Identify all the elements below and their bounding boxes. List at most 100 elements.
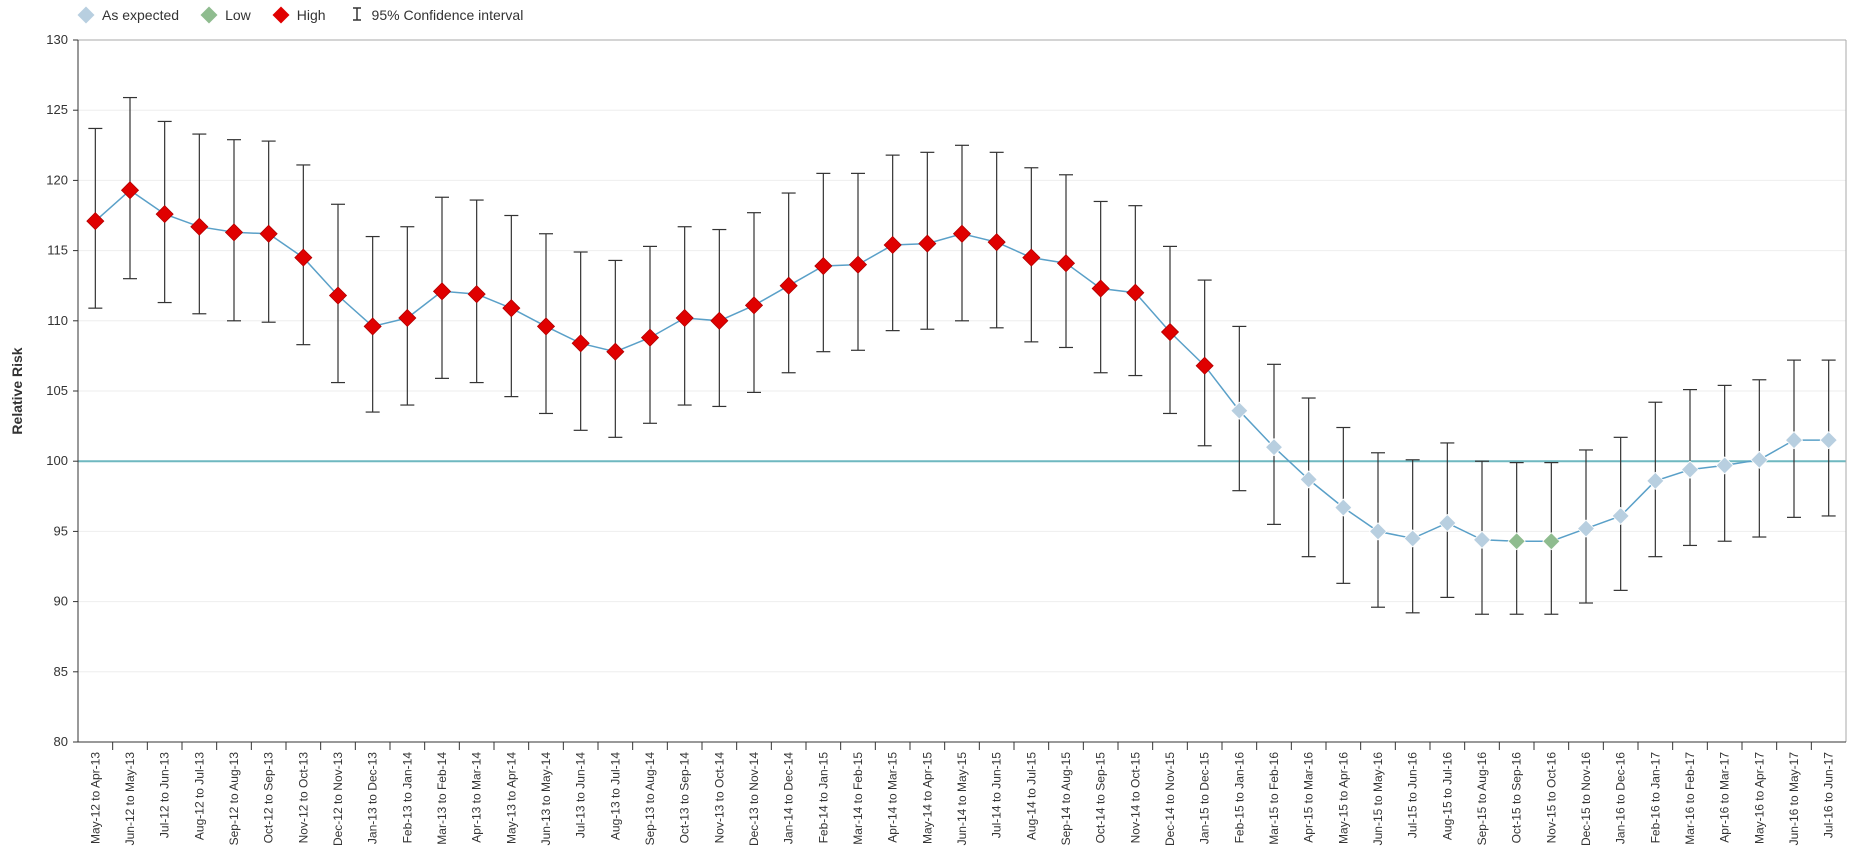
x-tick-label: Jan-15 to Dec-15 (1198, 752, 1212, 844)
x-tick-label: Dec-13 to Nov-14 (747, 752, 761, 846)
x-tick-label: May-16 to Apr-17 (1752, 752, 1766, 844)
legend: As expected Low High 95% Confidence inte… (77, 4, 547, 26)
data-point-high (883, 235, 902, 255)
data-point-high (710, 311, 729, 330)
legend-item-ci[interactable]: 95% Confidence interval (350, 6, 524, 24)
error-bar-layer (88, 96, 1836, 615)
data-point-expected (1299, 470, 1318, 489)
data-point-high (120, 181, 140, 200)
x-tick-label: Jun-12 to May-13 (123, 752, 137, 846)
y-tick-label: 105 (46, 383, 68, 398)
y-tick-label: 100 (46, 453, 68, 468)
legend-item-as-expected[interactable]: As expected (77, 6, 180, 24)
x-tick-label: Feb-15 to Jan-16 (1232, 752, 1246, 844)
data-point-high (606, 342, 625, 361)
x-tick-label: May-13 to Apr-14 (504, 752, 518, 844)
data-point-expected (1472, 530, 1492, 549)
data-point-high (779, 276, 798, 295)
x-tick-label: Mar-16 to Feb-17 (1683, 752, 1697, 845)
x-tick-label: Mar-15 to Feb-16 (1267, 752, 1281, 845)
axis-layer: 80 85 90 95 100 105 110 115 120 125 130 (46, 32, 1847, 750)
x-tick-label: Oct-12 to Sep-13 (262, 752, 276, 844)
data-point-expected (1784, 431, 1804, 450)
x-tick-label: May-14 to Apr-15 (920, 752, 934, 844)
x-tick-label: Mar-14 to Feb-15 (851, 752, 865, 845)
data-point-expected (1368, 522, 1388, 541)
data-point-expected (1264, 438, 1284, 457)
data-point-high (918, 234, 937, 253)
data-point-high (1091, 279, 1110, 298)
legend-item-high[interactable]: High (272, 6, 326, 24)
data-point-high (1195, 356, 1214, 375)
x-tick-label: Dec-12 to Nov-13 (331, 752, 345, 846)
data-point-expected (1438, 513, 1457, 533)
data-point-expected (1576, 519, 1596, 538)
x-tick-label: Mar-13 to Feb-14 (435, 752, 449, 845)
legend-label-as-expected: As expected (102, 7, 180, 23)
data-point-high (432, 282, 452, 301)
y-tick-label: 125 (46, 102, 68, 117)
x-tick-label: Sep-14 to Aug-15 (1059, 752, 1073, 846)
y-tick-label: 95 (54, 523, 68, 538)
point-layer (86, 181, 1838, 551)
y-tick-label: 130 (46, 32, 68, 47)
data-point-high (1056, 254, 1076, 273)
x-tick-label: Jul-16 to Jun-17 (1822, 752, 1836, 838)
x-tick-label: Aug-15 to Jul-16 (1440, 752, 1454, 840)
x-tick-label: Jan-13 to Dec-13 (366, 752, 380, 844)
data-point-high (294, 248, 313, 267)
data-point-high (987, 233, 1006, 252)
data-point-high (190, 217, 209, 236)
x-tick-label: Jul-15 to Jun-16 (1406, 752, 1420, 838)
data-point-high (259, 224, 278, 243)
x-tick-label: Jan-16 to Dec-16 (1614, 752, 1628, 844)
x-tick-label: Nov-12 to Oct-13 (296, 752, 310, 844)
x-tick-label: Sep-12 to Aug-13 (227, 752, 241, 846)
y-tick-label: 115 (47, 243, 68, 258)
data-point-expected (1611, 506, 1630, 526)
data-point-high (640, 328, 660, 347)
data-point-high (502, 299, 521, 318)
x-tick-label: Aug-13 to Jul-14 (608, 752, 622, 840)
error-bar-icon (350, 6, 364, 24)
x-tick-label: Oct-15 to Sep-16 (1510, 752, 1524, 844)
data-point-expected (1819, 431, 1838, 450)
x-tick-label: Dec-14 to Nov-15 (1163, 752, 1177, 846)
x-tick-label: Sep-13 to Aug-14 (643, 752, 657, 846)
x-tick-label: Jul-14 to Jun-15 (990, 752, 1004, 838)
data-point-expected (1715, 456, 1734, 475)
label-layer: Relative Risk May-12 to Apr-13 Jun-12 to M… (9, 347, 1836, 846)
data-point-expected (1334, 498, 1353, 517)
x-tick-label: Nov-15 to Oct-16 (1544, 752, 1558, 844)
data-point-high (1126, 283, 1145, 302)
data-point-high (86, 212, 105, 231)
x-tick-label: Jun-15 to May-16 (1371, 752, 1385, 846)
data-point-high (952, 224, 972, 243)
x-tick-label: Feb-14 to Jan-15 (816, 752, 830, 844)
data-point-high (848, 255, 868, 274)
data-point-high (571, 334, 590, 353)
x-tick-label: Feb-16 to Jan-17 (1648, 752, 1662, 844)
x-tick-label: Aug-12 to Jul-13 (192, 752, 206, 840)
x-tick-label: Jun-14 to May-15 (955, 752, 969, 846)
data-point-expected (1403, 529, 1422, 548)
data-point-expected (1230, 401, 1249, 420)
y-tick-label: 90 (54, 594, 68, 609)
data-point-high (814, 256, 833, 276)
legend-label-ci: 95% Confidence interval (371, 7, 524, 23)
data-point-high (675, 308, 694, 328)
data-point-high (155, 205, 174, 224)
legend-item-low[interactable]: Low (200, 6, 251, 24)
y-tick-label: 85 (54, 664, 68, 679)
x-tick-label: Nov-14 to Oct-15 (1128, 752, 1142, 844)
x-tick-label: Oct-14 to Sep-15 (1094, 752, 1108, 844)
x-tick-label: Apr-13 to Mar-14 (470, 752, 484, 843)
x-tick-label: Jun-16 to May-17 (1787, 752, 1801, 846)
data-point-high (536, 317, 556, 336)
x-tick-label: Jul-12 to Jun-13 (158, 752, 172, 838)
y-tick-label: 110 (47, 313, 68, 328)
data-point-expected (1646, 471, 1665, 490)
x-tick-label: May-12 to Apr-13 (88, 752, 102, 844)
